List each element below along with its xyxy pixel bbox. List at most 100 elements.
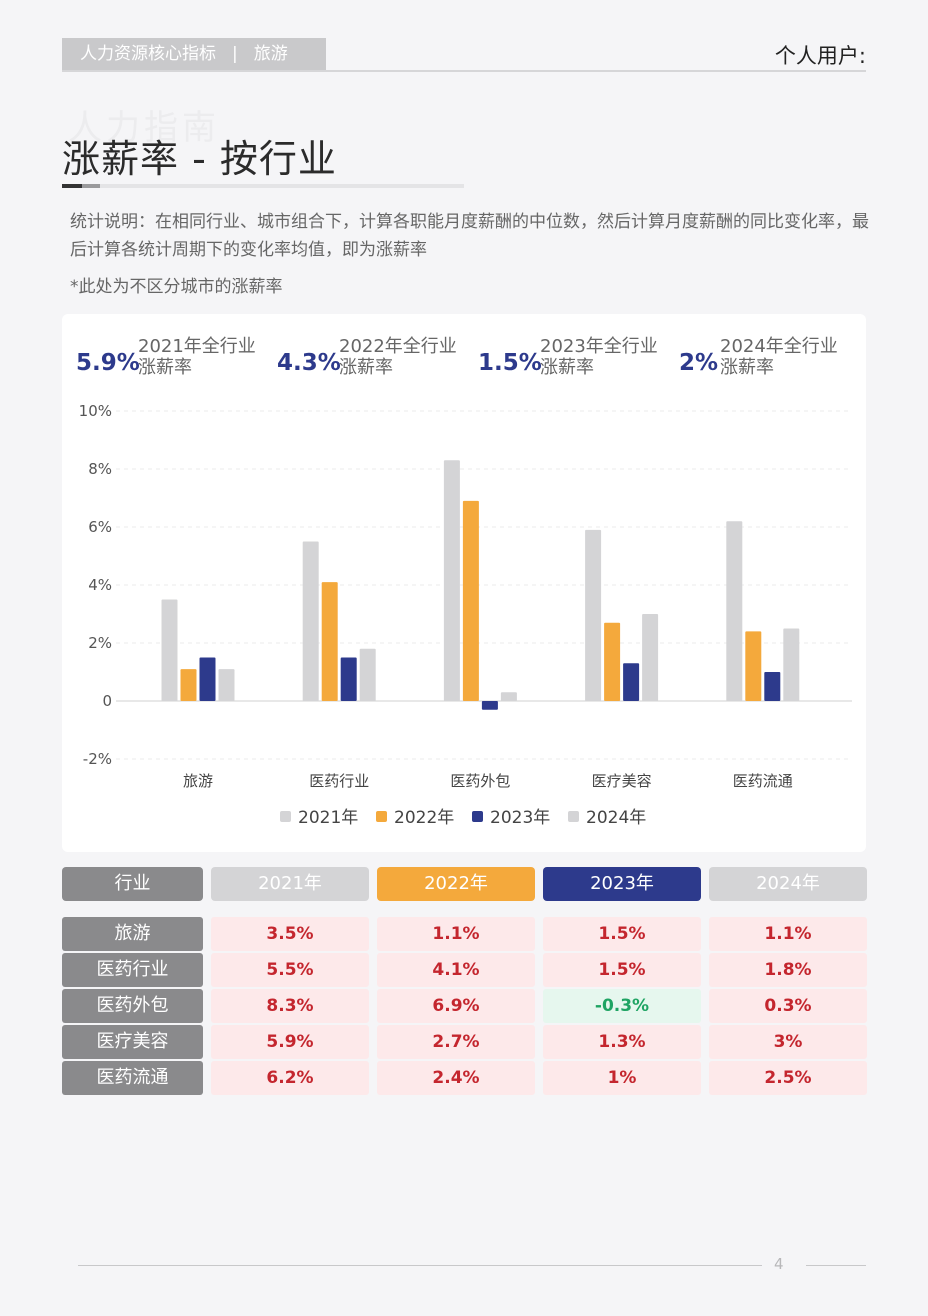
table-row-label: 医药外包 (62, 989, 203, 1023)
bar (321, 582, 338, 701)
kpi-value: 4.3% (277, 350, 341, 376)
legend-label: 2023年 (490, 808, 550, 828)
kpi-label: 2022年全行业 涨薪率 (339, 336, 457, 378)
x-tick-label: 医药行业 (309, 772, 369, 790)
table-cell: 1.8% (709, 953, 867, 987)
table-header-2022: 2022年 (377, 867, 535, 901)
kpi-label: 2023年全行业 涨薪率 (540, 336, 658, 378)
kpi-label-line1: 2021年全行业 (138, 336, 256, 357)
table-row-label: 医疗美容 (62, 1025, 203, 1059)
bar (604, 622, 621, 701)
y-tick-label: 6% (88, 518, 112, 536)
y-tick-label: 8% (88, 460, 112, 478)
bar (623, 663, 640, 701)
table-cell: 2.7% (377, 1025, 535, 1059)
table-header-2021: 2021年 (211, 867, 369, 901)
bar (302, 541, 319, 701)
bar (642, 614, 659, 701)
kpi-label-line1: 2023年全行业 (540, 336, 658, 357)
table-cell: 1.3% (543, 1025, 701, 1059)
table-header-2024: 2024年 (709, 867, 867, 901)
page-title: 涨薪率 - 按行业 (62, 137, 337, 181)
user-label: 个人用户: (774, 44, 866, 68)
table-cell: 6.9% (377, 989, 535, 1023)
bar (500, 692, 517, 701)
chart-card: 5.9% 2021年全行业 涨薪率 4.3% 2022年全行业 涨薪率 1.5% 2… (62, 314, 866, 852)
title-underline (62, 184, 464, 188)
table-row-label: 医药行业 (62, 953, 203, 987)
bar (783, 628, 800, 701)
y-tick-label: 2% (88, 634, 112, 652)
x-tick-label: 医药外包 (450, 772, 510, 790)
table-cell: 8.3% (211, 989, 369, 1023)
x-tick-label: 旅游 (183, 772, 213, 790)
bar (462, 500, 479, 701)
bar (199, 657, 216, 701)
table-cell: 0.3% (709, 989, 867, 1023)
table-cell: 2.5% (709, 1061, 867, 1095)
table-cell: 1% (543, 1061, 701, 1095)
header-section: 人力资源核心指标 (80, 44, 216, 64)
bar (726, 521, 743, 701)
x-tick-label: 医疗美容 (592, 772, 652, 790)
table-cell: 1.5% (543, 917, 701, 951)
bar (161, 599, 178, 701)
table-row-label: 旅游 (62, 917, 203, 951)
description: 统计说明：在相同行业、城市组合下，计算各职能月度薪酬的中位数，然后计算月度薪酬的… (70, 212, 869, 260)
watermark: 人力指南 (68, 108, 220, 148)
footer-rule (78, 1265, 762, 1266)
kpi-label-line1: 2022年全行业 (339, 336, 457, 357)
legend-swatch (376, 811, 387, 822)
kpi-value: 5.9% (76, 350, 140, 376)
bar (359, 648, 376, 701)
page-number: 4 (774, 1255, 784, 1273)
bar (745, 631, 762, 701)
bar (218, 669, 235, 701)
y-tick-label: 4% (88, 576, 112, 594)
kpi-label-line2: 涨薪率 (540, 357, 594, 378)
legend-label: 2024年 (586, 808, 646, 828)
header-separator: | (232, 44, 238, 64)
legend-swatch (568, 811, 579, 822)
kpi-value: 1.5% (478, 350, 542, 376)
y-tick-label: 0 (102, 692, 112, 710)
bar (180, 669, 197, 701)
footer-rule (806, 1265, 866, 1266)
header-divider (62, 70, 866, 72)
table-cell: 6.2% (211, 1061, 369, 1095)
table-row-label: 医药流通 (62, 1061, 203, 1095)
table-cell: 3.5% (211, 917, 369, 951)
bar (340, 657, 357, 701)
bar (764, 672, 781, 701)
table-cell: 3% (709, 1025, 867, 1059)
kpi-value: 2% (679, 350, 719, 376)
note: *此处为不区分城市的涨薪率 (70, 277, 283, 297)
legend-swatch (280, 811, 291, 822)
kpi-label-line2: 涨薪率 (138, 357, 192, 378)
legend-label: 2021年 (298, 808, 358, 828)
kpi-label-line2: 涨薪率 (720, 357, 774, 378)
x-tick-label: 医药流通 (733, 772, 793, 790)
table-header-industry: 行业 (62, 867, 203, 901)
bar-chart: 10% 8% 6% 4% 2% 0 -2% 旅游 医药行业 医药外包 医疗美容 医药流通 2021年 20… (79, 402, 852, 828)
table-cell: -0.3% (543, 989, 701, 1023)
kpi-label-line2: 涨薪率 (339, 357, 393, 378)
bar (481, 701, 498, 710)
table-cell: 5.5% (211, 953, 369, 987)
legend-label: 2022年 (394, 808, 454, 828)
bar (585, 529, 602, 701)
table-cell: 5.9% (211, 1025, 369, 1059)
table-cell: 4.1% (377, 953, 535, 987)
header-category: 旅游 (253, 44, 288, 64)
table-header-2023: 2023年 (543, 867, 701, 901)
table-cell: 2.4% (377, 1061, 535, 1095)
y-tick-label: 10% (79, 402, 112, 420)
table-cell: 1.1% (377, 917, 535, 951)
legend-swatch (472, 811, 483, 822)
kpi-label: 2024年全行业 涨薪率 (720, 336, 838, 378)
bar (443, 460, 460, 701)
kpi-label: 2021年全行业 涨薪率 (138, 336, 256, 378)
kpi-label-line1: 2024年全行业 (720, 336, 838, 357)
table-cell: 1.1% (709, 917, 867, 951)
table-cell: 1.5% (543, 953, 701, 987)
